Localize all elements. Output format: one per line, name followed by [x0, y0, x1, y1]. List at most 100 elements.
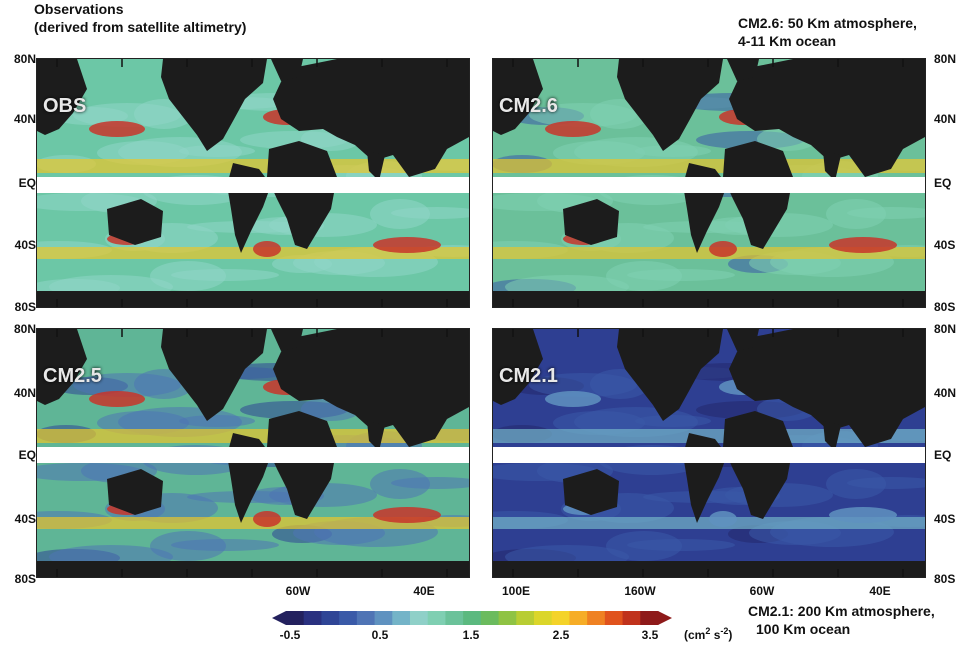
warm-band [493, 159, 925, 173]
lat-label-left-top-eq: EQ [18, 176, 36, 190]
landmass-asiaLeft [37, 329, 87, 405]
colorbar-tick-0-5: 0.5 [371, 628, 389, 642]
landmass-india [367, 421, 385, 451]
equatorial-mask [493, 177, 925, 193]
ocean-texture [635, 415, 711, 427]
unit-part1: (cm [684, 628, 706, 642]
landmass-asiaLeft [493, 329, 543, 405]
colorbar-swatch [604, 611, 624, 625]
map-obs [37, 59, 469, 307]
colorbar-swatch [551, 611, 570, 625]
ocean-texture [179, 415, 255, 427]
colorbar-swatch [569, 611, 588, 625]
ocean-texture [391, 207, 469, 219]
ocean-texture [635, 145, 711, 157]
landmass-europeAsia [273, 329, 469, 447]
obs-title-line2: (derived from satellite altimetry) [34, 19, 247, 35]
obs-title-line1: Observations [34, 1, 124, 17]
eddy-hotspot [89, 121, 145, 137]
lat-label-left-bot-80s: 80S [14, 572, 36, 586]
colorbar-swatch [534, 611, 553, 625]
panel-cm26: CM2.6 [492, 58, 926, 308]
landmass-europeAsia [729, 59, 925, 177]
landmass-greenland [727, 59, 759, 81]
lat-label-left-bot-40s: 40S [14, 512, 36, 526]
lat-label-left-top-80s: 80S [14, 300, 36, 314]
equatorial-mask [37, 177, 469, 193]
eddy-hotspot [545, 121, 601, 137]
landmass-asiaLeft [37, 59, 87, 135]
cm21-note: CM2.1: 200 Km atmosphere, 100 Km ocean [748, 602, 935, 638]
landmass-greenland [271, 329, 303, 351]
lat-label-right-top-40n: 40N [934, 112, 957, 126]
cm21-note-line1: CM2.1: 200 Km atmosphere, [748, 603, 935, 619]
lat-label-right-bot-40n: 40N [934, 386, 957, 400]
lat-label-right-top-eq: EQ [934, 176, 952, 190]
colorbar-swatch [516, 611, 535, 625]
lon-label-right-60w: 60W [749, 584, 775, 598]
equatorial-mask [493, 447, 925, 463]
eddy-hotspot [829, 507, 897, 523]
map-cm26 [493, 59, 925, 307]
colorbar-swatch [498, 611, 517, 625]
eddy-hotspot [545, 391, 601, 407]
colorbar-tick-neg0-5: -0.5 [279, 628, 301, 642]
ocean-texture [179, 145, 255, 157]
eddy-hotspot [373, 237, 441, 253]
map-cm21 [493, 329, 925, 577]
unit-part3: ) [728, 628, 733, 642]
lat-label-left-top-80n: 80N [13, 52, 36, 66]
unit-sup1: 2 [705, 626, 711, 636]
landmass-namerica [617, 329, 723, 421]
lon-label-right-40e: 40E [869, 584, 891, 598]
colorbar-swatch [356, 611, 376, 625]
colorbar-swatch [480, 611, 500, 625]
landmass-australia [107, 469, 163, 515]
colorbar-swatch [587, 611, 606, 625]
landmass-antarctica [37, 291, 469, 307]
landmass-antarctica [493, 291, 925, 307]
ocean-texture [847, 207, 925, 219]
unit-sup2: -2 [720, 626, 729, 636]
colorbar-swatch [445, 611, 464, 625]
landmass-namerica [161, 329, 267, 421]
landmass-india [367, 151, 385, 181]
lat-label-right-bot-80n: 80N [934, 322, 957, 336]
landmass-namerica [617, 59, 723, 151]
panel-cm25: CM2.5 [36, 328, 470, 578]
colorbar-tick-1-5: 1.5 [462, 628, 480, 642]
colorbar-swatch [339, 611, 358, 625]
lat-label-left-top-40s: 40S [14, 238, 36, 252]
lon-label-left-60w: 60W [285, 584, 311, 598]
panel-label-cm21: CM2.1 [499, 365, 558, 387]
lat-label-right-top-80s: 80S [934, 300, 956, 314]
lat-label-left-bot-40n: 40N [13, 386, 36, 400]
colorbar-swatch [622, 611, 641, 625]
lat-label-left-top-40n: 40N [13, 112, 36, 126]
warm-band [37, 517, 469, 529]
unit-part2: s [710, 628, 721, 642]
lon-label-left-40e: 40E [413, 584, 435, 598]
lat-label-left-bot-80n: 80N [13, 322, 36, 336]
obs-title: Observations (derived from satellite alt… [34, 0, 246, 36]
lat-label-right-bot-eq: EQ [934, 448, 952, 462]
lat-label-right-bot-40s: 40S [934, 512, 956, 526]
eddy-hotspot [709, 511, 737, 527]
landmass-africa [267, 141, 337, 249]
eddy-hotspot [373, 507, 441, 523]
cm21-note-line2: 100 Km ocean [756, 621, 851, 637]
lat-label-right-bot-80s: 80S [934, 572, 956, 586]
colorbar-arrow-right [658, 611, 672, 625]
colorbar-swatch [427, 611, 446, 625]
warm-band [493, 247, 925, 259]
warm-band [37, 159, 469, 173]
eddy-hotspot [253, 241, 281, 257]
landmass-antarctica [493, 561, 925, 577]
landmass-africa [723, 141, 793, 249]
colorbar-swatch [374, 611, 393, 625]
colorbar-arrow-left [272, 611, 286, 625]
ocean-texture [171, 269, 279, 281]
landmass-australia [107, 199, 163, 245]
eddy-hotspot [89, 391, 145, 407]
ocean-texture [627, 539, 735, 551]
